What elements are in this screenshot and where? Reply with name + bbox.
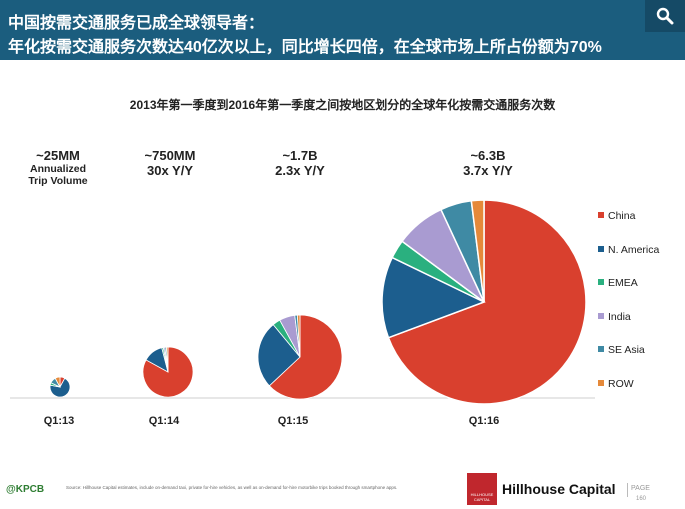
stat-q116-sub1: 3.7x Y/Y — [463, 163, 513, 178]
slide-title-line1: 中国按需交通服务已成全球领导者： — [8, 15, 265, 32]
legend-label: EMEA — [608, 277, 638, 289]
legend-item-emea: EMEA — [598, 277, 638, 289]
source-note: Source: Hillhouse Capital estimates, inc… — [66, 485, 398, 490]
slide-title-line2: 年化按需交通服务次数达40亿次以上，同比增长四倍，在全球市场上所占份额为70% — [8, 39, 602, 56]
kpcb-watermark: @KPCB — [6, 484, 45, 495]
legend-swatch — [598, 379, 604, 386]
stat-q113-headline: ~25MM — [36, 148, 80, 163]
stat-q115-sub1: 2.3x Y/Y — [275, 163, 325, 178]
stat-q113-sub2: Trip Volume — [28, 175, 88, 187]
stat-q114: ~750MM 30x Y/Y — [120, 148, 220, 178]
legend-item-n-america: N. America — [598, 244, 659, 256]
stat-q114-headline: ~750MM — [144, 148, 196, 163]
pie-slice-Q114-china — [142, 346, 194, 398]
pie-label-Q113: Q1:13 — [44, 415, 75, 427]
pie-slice-Q116-china — [387, 199, 587, 405]
pie-label-Q114: Q1:14 — [149, 415, 180, 427]
pie-slice-Q115-n-america — [257, 324, 301, 387]
page-number: 160 — [636, 496, 647, 502]
stat-q113-sub1: Annualized — [29, 163, 86, 175]
stat-q113: ~25MM Annualized Trip Volume — [10, 148, 106, 187]
legend-swatch — [598, 212, 604, 219]
stat-q114-sub1: 30x Y/Y — [146, 163, 194, 178]
legend-item-se-asia: SE Asia — [598, 344, 645, 356]
footer-divider — [627, 483, 628, 497]
company-name: Hillhouse Capital — [502, 481, 616, 497]
search-button[interactable] — [645, 0, 685, 32]
page-label: PAGE — [631, 485, 650, 492]
legend-swatch — [598, 245, 604, 252]
stat-q116: ~6.3B 3.7x Y/Y — [438, 148, 538, 178]
hillhouse-logo: HILLHOUSE CAPITAL — [467, 473, 497, 505]
legend-label: SE Asia — [608, 344, 645, 356]
pie-slice-Q115-china — [268, 314, 343, 400]
legend-item-india: India — [598, 311, 631, 323]
legend-item-row: ROW — [598, 378, 634, 390]
pie-label-Q115: Q1:15 — [278, 415, 309, 427]
pie-slice-Q113-row — [54, 376, 61, 388]
pie-slice-Q115-row — [296, 314, 301, 358]
legend-item-china: China — [598, 210, 635, 222]
chart-title: 2013年第一季度到2016年第一季度之间按地区划分的全球年化按需交通服务次数 — [129, 98, 556, 112]
legend-swatch — [598, 346, 604, 353]
legend-label: N. America — [608, 243, 660, 256]
legend-label: ROW — [608, 377, 634, 390]
pie-slice-Q116-row — [470, 199, 485, 303]
slide-header: 中国按需交通服务已成全球领导者： 年化按需交通服务次数达40亿次以上，同比增长四… — [0, 0, 685, 60]
legend-label: China — [608, 210, 636, 222]
legend-swatch — [598, 312, 604, 319]
pie-slice-Q113-n-america — [49, 377, 71, 398]
legend-swatch — [598, 279, 604, 286]
hillhouse-logo-text: HILLHOUSE CAPITAL — [470, 492, 494, 502]
stat-q115: ~1.7B 2.3x Y/Y — [250, 148, 350, 178]
pie-slice-Q114-row — [166, 346, 169, 373]
search-icon — [656, 7, 674, 25]
pie-slice-Q116-n-america — [381, 256, 486, 339]
pie-label-Q116: Q1:16 — [469, 415, 500, 427]
legend-label: India — [608, 310, 631, 323]
stat-q115-headline: ~1.7B — [282, 148, 318, 163]
stat-q116-headline: ~6.3B — [470, 148, 506, 163]
